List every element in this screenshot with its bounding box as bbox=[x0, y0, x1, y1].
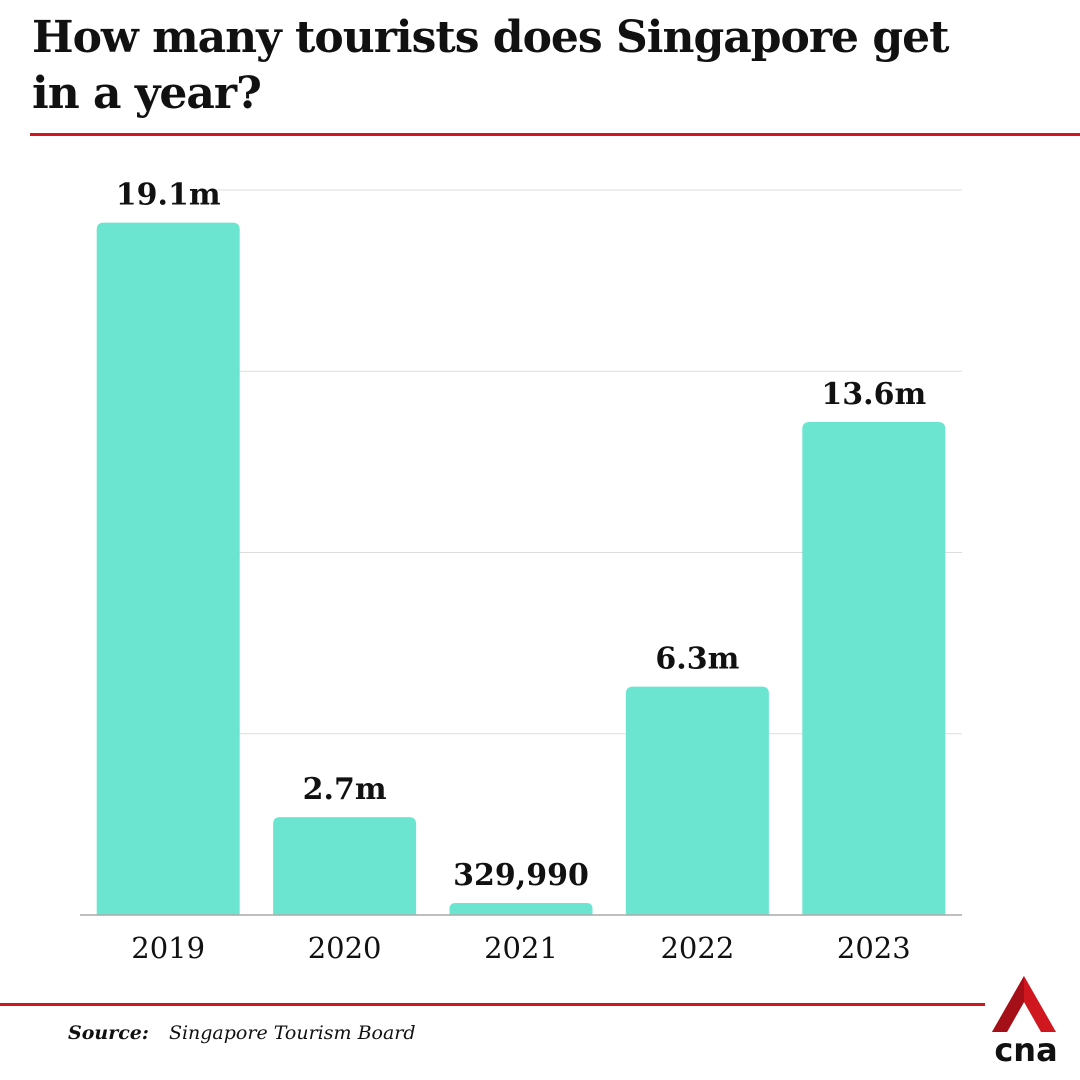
cna-logo: cna bbox=[992, 976, 1058, 1068]
data-label-2021: 329,990 bbox=[453, 858, 589, 893]
footer-rule bbox=[0, 1003, 985, 1006]
svg-text:cna: cna bbox=[994, 1031, 1057, 1068]
bar-chart: 19.1m 2019 2.7m 2020 329,990 2021 6.3m 2022 13.6… bbox=[80, 178, 962, 965]
data-label-2023: 13.6m bbox=[821, 377, 926, 412]
x-tick-label-2019: 2019 bbox=[131, 931, 205, 965]
source-label: Source: bbox=[68, 1022, 149, 1044]
x-tick-label-2020: 2020 bbox=[308, 931, 382, 965]
title-rule bbox=[30, 133, 1080, 136]
data-label-2020: 2.7m bbox=[303, 772, 387, 807]
bar-2020 bbox=[273, 817, 417, 915]
x-tick-label-2023: 2023 bbox=[837, 931, 911, 965]
bar-2023 bbox=[802, 422, 946, 915]
bar-2021 bbox=[449, 903, 593, 915]
source-text: Singapore Tourism Board bbox=[168, 1022, 416, 1044]
chart-title: How many tourists does Singapore get in … bbox=[32, 12, 949, 119]
bar-2022 bbox=[625, 686, 769, 915]
data-label-2022: 6.3m bbox=[655, 642, 739, 677]
data-label-2019: 19.1m bbox=[116, 178, 221, 213]
x-tick-label-2021: 2021 bbox=[484, 931, 558, 965]
source-note: Source: Singapore Tourism Board bbox=[68, 1022, 416, 1044]
bar-2019 bbox=[96, 222, 240, 915]
x-tick-label-2022: 2022 bbox=[660, 931, 734, 965]
